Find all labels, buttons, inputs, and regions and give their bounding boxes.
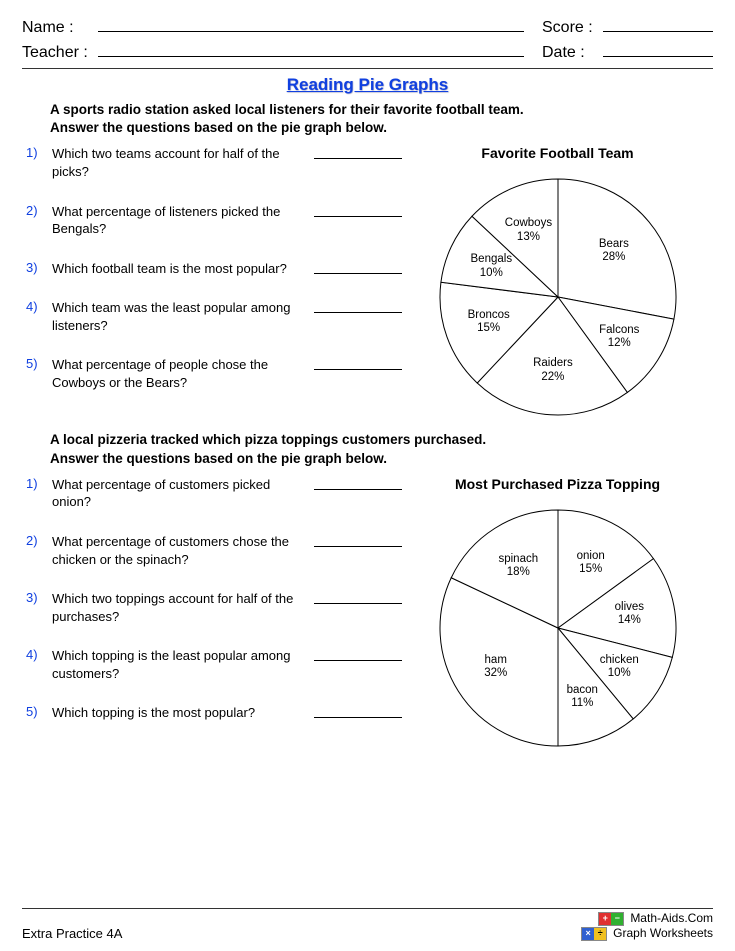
slice-label: Broncos15% — [468, 309, 510, 335]
answer-blank[interactable] — [314, 478, 402, 490]
answer-blank[interactable] — [314, 706, 402, 718]
brand-block: +− Math-Aids.Com ×÷ Graph Worksheets — [581, 911, 713, 941]
date-label: Date : — [542, 44, 597, 62]
brand-logo-icon: ×÷ — [581, 927, 607, 941]
pie-chart: onion15% olives14% chicken10%bacon11% ham32… — [428, 498, 688, 758]
question-row: 2)What percentage of customers chose the… — [26, 533, 402, 568]
section-prompt: A local pizzeria tracked which pizza top… — [50, 431, 713, 467]
answer-blank[interactable] — [314, 205, 402, 217]
worksheet-title: Reading Pie Graphs — [22, 75, 713, 95]
question-number: 4) — [26, 647, 52, 682]
slice-label: ham32% — [484, 654, 507, 680]
footer: Extra Practice 4A +− Math-Aids.Com ×÷ Gr… — [22, 911, 713, 941]
answer-blank[interactable] — [314, 301, 402, 313]
footer-divider — [22, 908, 713, 909]
score-label: Score : — [542, 19, 597, 37]
teacher-label: Teacher : — [22, 44, 92, 62]
slice-label: Cowboys13% — [505, 217, 552, 243]
answer-blank[interactable] — [314, 358, 402, 370]
question-number: 1) — [26, 476, 52, 511]
brand-bottom: Graph Worksheets — [613, 926, 713, 941]
slice-label: olives14% — [615, 601, 644, 627]
question-text: Which topping is the least popular among… — [52, 647, 310, 682]
question-row: 2)What percentage of listeners picked th… — [26, 203, 402, 238]
date-line[interactable] — [603, 43, 713, 57]
slice-label: onion15% — [577, 549, 605, 575]
score-line[interactable] — [603, 18, 713, 32]
slice-label: Bears28% — [599, 238, 629, 264]
question-text: Which football team is the most popular? — [52, 260, 310, 278]
teacher-line[interactable] — [98, 43, 524, 57]
header: Name : Score : Teacher : Date : — [22, 18, 713, 62]
answer-blank[interactable] — [314, 535, 402, 547]
header-divider — [22, 68, 713, 69]
question-row: 3)Which two toppings account for half of… — [26, 590, 402, 625]
question-text: What percentage of customers chose the c… — [52, 533, 310, 568]
question-text: Which two toppings account for half of t… — [52, 590, 310, 625]
answer-blank[interactable] — [314, 147, 402, 159]
question-number: 3) — [26, 260, 52, 278]
name-line[interactable] — [98, 18, 524, 32]
brand-top: Math-Aids.Com — [630, 911, 713, 926]
question-text: Which team was the least popular among l… — [52, 299, 310, 334]
question-row: 1)What percentage of customers picked on… — [26, 476, 402, 511]
question-number: 1) — [26, 145, 52, 180]
section-prompt: A sports radio station asked local liste… — [50, 101, 713, 137]
chart-title: Favorite Football Team — [402, 145, 713, 161]
question-number: 5) — [26, 356, 52, 391]
question-number: 2) — [26, 203, 52, 238]
question-number: 4) — [26, 299, 52, 334]
question-row: 1)Which two teams account for half of th… — [26, 145, 402, 180]
question-text: What percentage of customers picked onio… — [52, 476, 310, 511]
brand-logo-icon: +− — [598, 912, 624, 926]
footer-left: Extra Practice 4A — [22, 926, 122, 941]
question-row: 4)Which topping is the least popular amo… — [26, 647, 402, 682]
slice-label: Bengals10% — [471, 253, 513, 279]
question-row: 5)What percentage of people chose the Co… — [26, 356, 402, 391]
answer-blank[interactable] — [314, 592, 402, 604]
question-number: 2) — [26, 533, 52, 568]
question-row: 5)Which topping is the most popular? — [26, 704, 402, 722]
question-text: What percentage of people chose the Cowb… — [52, 356, 310, 391]
slice-label: chicken10% — [600, 654, 639, 680]
question-text: Which topping is the most popular? — [52, 704, 310, 722]
chart-title: Most Purchased Pizza Topping — [402, 476, 713, 492]
question-text: Which two teams account for half of the … — [52, 145, 310, 180]
question-row: 4)Which team was the least popular among… — [26, 299, 402, 334]
question-text: What percentage of listeners picked the … — [52, 203, 310, 238]
slice-label: Raiders22% — [533, 357, 573, 383]
answer-blank[interactable] — [314, 262, 402, 274]
question-number: 5) — [26, 704, 52, 722]
slice-label: spinach18% — [498, 553, 538, 579]
slice-label: Falcons12% — [599, 323, 639, 349]
pie-chart: Bears28% Falcons12% Raiders22% Broncos15% Be… — [428, 167, 688, 427]
question-row: 3)Which football team is the most popula… — [26, 260, 402, 278]
question-number: 3) — [26, 590, 52, 625]
slice-label: bacon11% — [567, 683, 598, 709]
name-label: Name : — [22, 19, 92, 37]
answer-blank[interactable] — [314, 649, 402, 661]
